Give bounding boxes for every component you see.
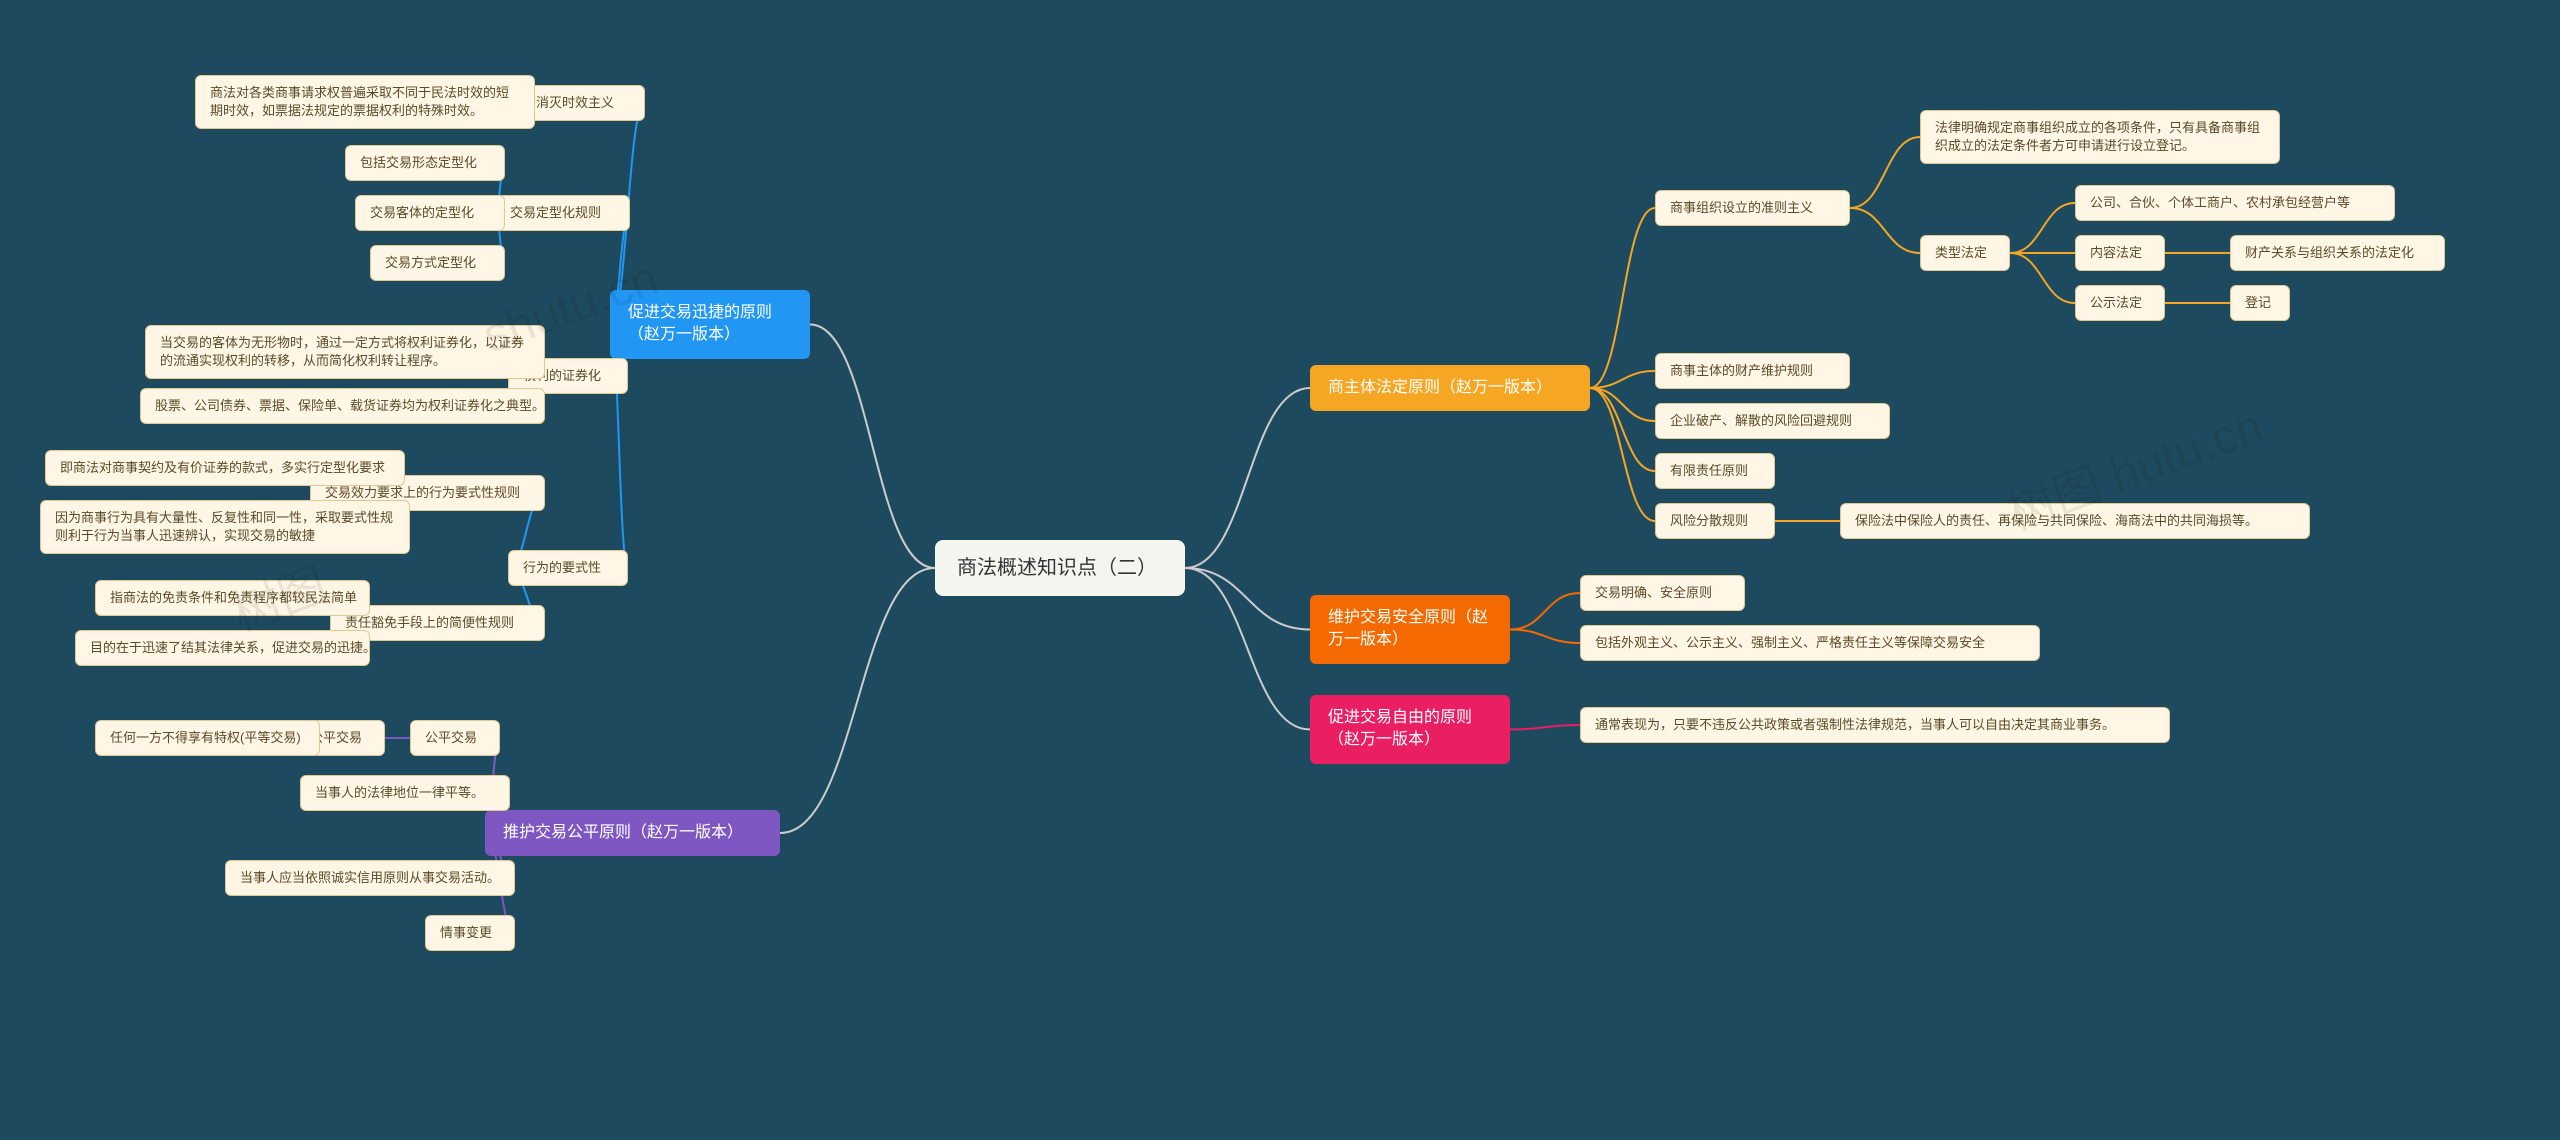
mindmap-node: 任何一方不得享有特权(平等交易) [95, 720, 320, 756]
mindmap-node: 商主体法定原则（赵万一版本） [1310, 365, 1590, 411]
mindmap-node: 包括外观主义、公示主义、强制主义、严格责任主义等保障交易安全 [1580, 625, 2040, 661]
mindmap-node: 交易明确、安全原则 [1580, 575, 1745, 611]
mindmap-node: 财产关系与组织关系的法定化 [2230, 235, 2445, 271]
mindmap-node: 当事人的法律地位一律平等。 [300, 775, 510, 811]
mindmap-node: 风险分散规则 [1655, 503, 1775, 539]
mindmap-node: 因为商事行为具有大量性、反复性和同一性，采取要式性规则利于行为当事人迅速辨认，实… [40, 500, 410, 554]
mindmap-node: 促进交易迅捷的原则（赵万一版本） [610, 290, 810, 359]
mindmap-node: 当交易的客体为无形物时，通过一定方式将权利证券化，以证券的流通实现权利的转移，从… [145, 325, 545, 379]
mindmap-node: 交易方式定型化 [370, 245, 505, 281]
mindmap-node: 保险法中保险人的责任、再保险与共同保险、海商法中的共同海损等。 [1840, 503, 2310, 539]
mindmap-node: 交易定型化规则 [495, 195, 630, 231]
mindmap-node: 公平交易 [410, 720, 500, 756]
mindmap-node: 商法对各类商事请求权普遍采取不同于民法时效的短期时效，如票据法规定的票据权利的特… [195, 75, 535, 129]
mindmap-node: 商法概述知识点（二） [935, 540, 1185, 596]
mindmap-node: 内容法定 [2075, 235, 2165, 271]
mindmap-node: 交易客体的定型化 [355, 195, 505, 231]
mindmap-node: 公司、合伙、个体工商户、农村承包经营户等 [2075, 185, 2395, 221]
mindmap-node: 行为的要式性 [508, 550, 628, 586]
mindmap-node: 维护交易安全原则（赵万一版本） [1310, 595, 1510, 664]
mindmap-node: 类型法定 [1920, 235, 2010, 271]
mindmap-node: 法律明确规定商事组织成立的各项条件，只有具备商事组织成立的法定条件者方可申请进行… [1920, 110, 2280, 164]
mindmap-node: 商事主体的财产维护规则 [1655, 353, 1850, 389]
mindmap-node: 通常表现为，只要不违反公共政策或者强制性法律规范，当事人可以自由决定其商业事务。 [1580, 707, 2170, 743]
mindmap-node: 目的在于迅速了结其法律关系，促进交易的迅捷。 [75, 630, 370, 666]
mindmap-node: 推护交易公平原则（赵万一版本） [485, 810, 780, 856]
mindmap-node: 当事人应当依照诚实信用原则从事交易活动。 [225, 860, 515, 896]
mindmap-node: 登记 [2230, 285, 2290, 321]
mindmap-node: 即商法对商事契约及有价证券的款式，多实行定型化要求 [45, 450, 405, 486]
mindmap-node: 情事变更 [425, 915, 515, 951]
mindmap-node: 公示法定 [2075, 285, 2165, 321]
mindmap-node: 有限责任原则 [1655, 453, 1775, 489]
mindmap-node: 包括交易形态定型化 [345, 145, 505, 181]
mindmap-node: 商事组织设立的准则主义 [1655, 190, 1850, 226]
mindmap-node: 股票、公司债券、票据、保险单、载货证券均为权利证券化之典型。 [140, 388, 545, 424]
mindmap-node: 企业破产、解散的风险回避规则 [1655, 403, 1890, 439]
mindmap-node: 指商法的免责条件和免责程序都较民法简单 [95, 580, 370, 616]
mindmap-node: 促进交易自由的原则（赵万一版本） [1310, 695, 1510, 764]
